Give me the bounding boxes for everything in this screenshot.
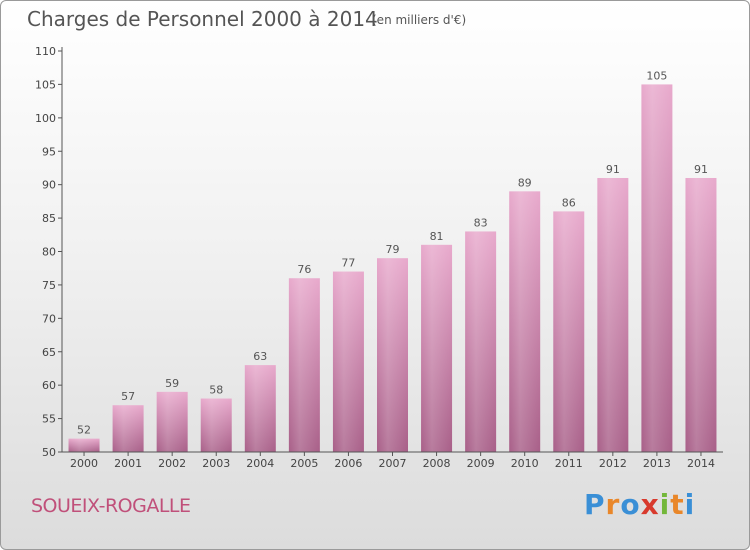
data-label-2009: 83 [474, 216, 488, 229]
bar-shine-2010 [509, 191, 541, 452]
bar-shine-2011 [553, 211, 585, 452]
bar-shine-2014 [685, 177, 717, 452]
data-label-2014: 91 [694, 163, 708, 176]
data-label-2003: 58 [209, 384, 223, 397]
y-tick-label-50: 50 [42, 446, 56, 459]
bar-shine-2000 [68, 438, 100, 452]
logo-letter: o [620, 488, 641, 521]
x-tick-label-2000: 2000 [70, 457, 98, 470]
bar-shine-2004 [244, 365, 276, 452]
x-tick-label-2001: 2001 [114, 457, 142, 470]
x-tick-label-2012: 2012 [599, 457, 627, 470]
data-label-2006: 77 [341, 257, 355, 270]
data-label-2013: 105 [646, 69, 667, 82]
x-tick-label-2005: 2005 [290, 457, 318, 470]
data-label-2005: 76 [297, 263, 311, 276]
data-label-2000: 52 [77, 424, 91, 437]
data-label-2010: 89 [518, 176, 532, 189]
y-tick-label-55: 55 [42, 413, 56, 426]
bar-shine-2001 [112, 405, 144, 452]
data-label-2012: 91 [606, 163, 620, 176]
logo-letter: i [659, 488, 671, 521]
y-tick-label-65: 65 [42, 346, 56, 359]
bar-shine-2013 [641, 84, 673, 453]
y-tick-label-60: 60 [42, 379, 56, 392]
y-tick-label-105: 105 [35, 78, 56, 91]
bar-shine-2009 [465, 231, 497, 452]
bar-shine-2006 [332, 271, 364, 452]
bar-shine-2003 [200, 398, 232, 452]
x-tick-label-2013: 2013 [643, 457, 671, 470]
x-tick-label-2004: 2004 [246, 457, 274, 470]
y-tick-label-80: 80 [42, 246, 56, 259]
logo-letter: r [605, 488, 621, 521]
bar-shine-2012 [597, 177, 629, 452]
y-tick-label-90: 90 [42, 179, 56, 192]
data-label-2007: 79 [386, 243, 400, 256]
bar-shine-2005 [288, 278, 320, 452]
x-tick-label-2003: 2003 [202, 457, 230, 470]
x-tick-label-2007: 2007 [379, 457, 407, 470]
data-label-2002: 59 [165, 377, 179, 390]
y-tick-label-75: 75 [42, 279, 56, 292]
data-label-2008: 81 [430, 230, 444, 243]
x-tick-label-2011: 2011 [555, 457, 583, 470]
logo-letter: t [670, 488, 685, 521]
data-label-2004: 63 [253, 350, 267, 363]
y-tick-label-85: 85 [42, 212, 56, 225]
y-tick-label-110: 110 [35, 45, 56, 58]
chart-title: Charges de Personnel 2000 à 2014 [27, 7, 378, 31]
y-tick-label-100: 100 [35, 112, 56, 125]
y-tick-label-95: 95 [42, 145, 56, 158]
x-tick-label-2002: 2002 [158, 457, 186, 470]
logo-letter: x [640, 488, 660, 521]
x-tick-label-2010: 2010 [511, 457, 539, 470]
chart-subtitle: (en milliers d'€) [372, 13, 467, 27]
bar-shine-2008 [421, 244, 453, 452]
y-tick-label-70: 70 [42, 312, 56, 325]
x-tick-label-2009: 2009 [467, 457, 495, 470]
bar-shine-2007 [377, 258, 408, 452]
logo-letter: P [584, 488, 606, 521]
x-tick-label-2014: 2014 [687, 457, 715, 470]
bar-shine-2002 [156, 391, 188, 452]
x-tick-label-2006: 2006 [334, 457, 362, 470]
commune-name: SOUEIX-ROGALLE [31, 495, 191, 517]
data-label-2011: 86 [562, 196, 576, 209]
logo-letter: i [684, 488, 696, 521]
data-label-2001: 57 [121, 390, 135, 403]
x-tick-label-2008: 2008 [423, 457, 451, 470]
proxiti-logo[interactable]: Proxiti [584, 488, 695, 521]
